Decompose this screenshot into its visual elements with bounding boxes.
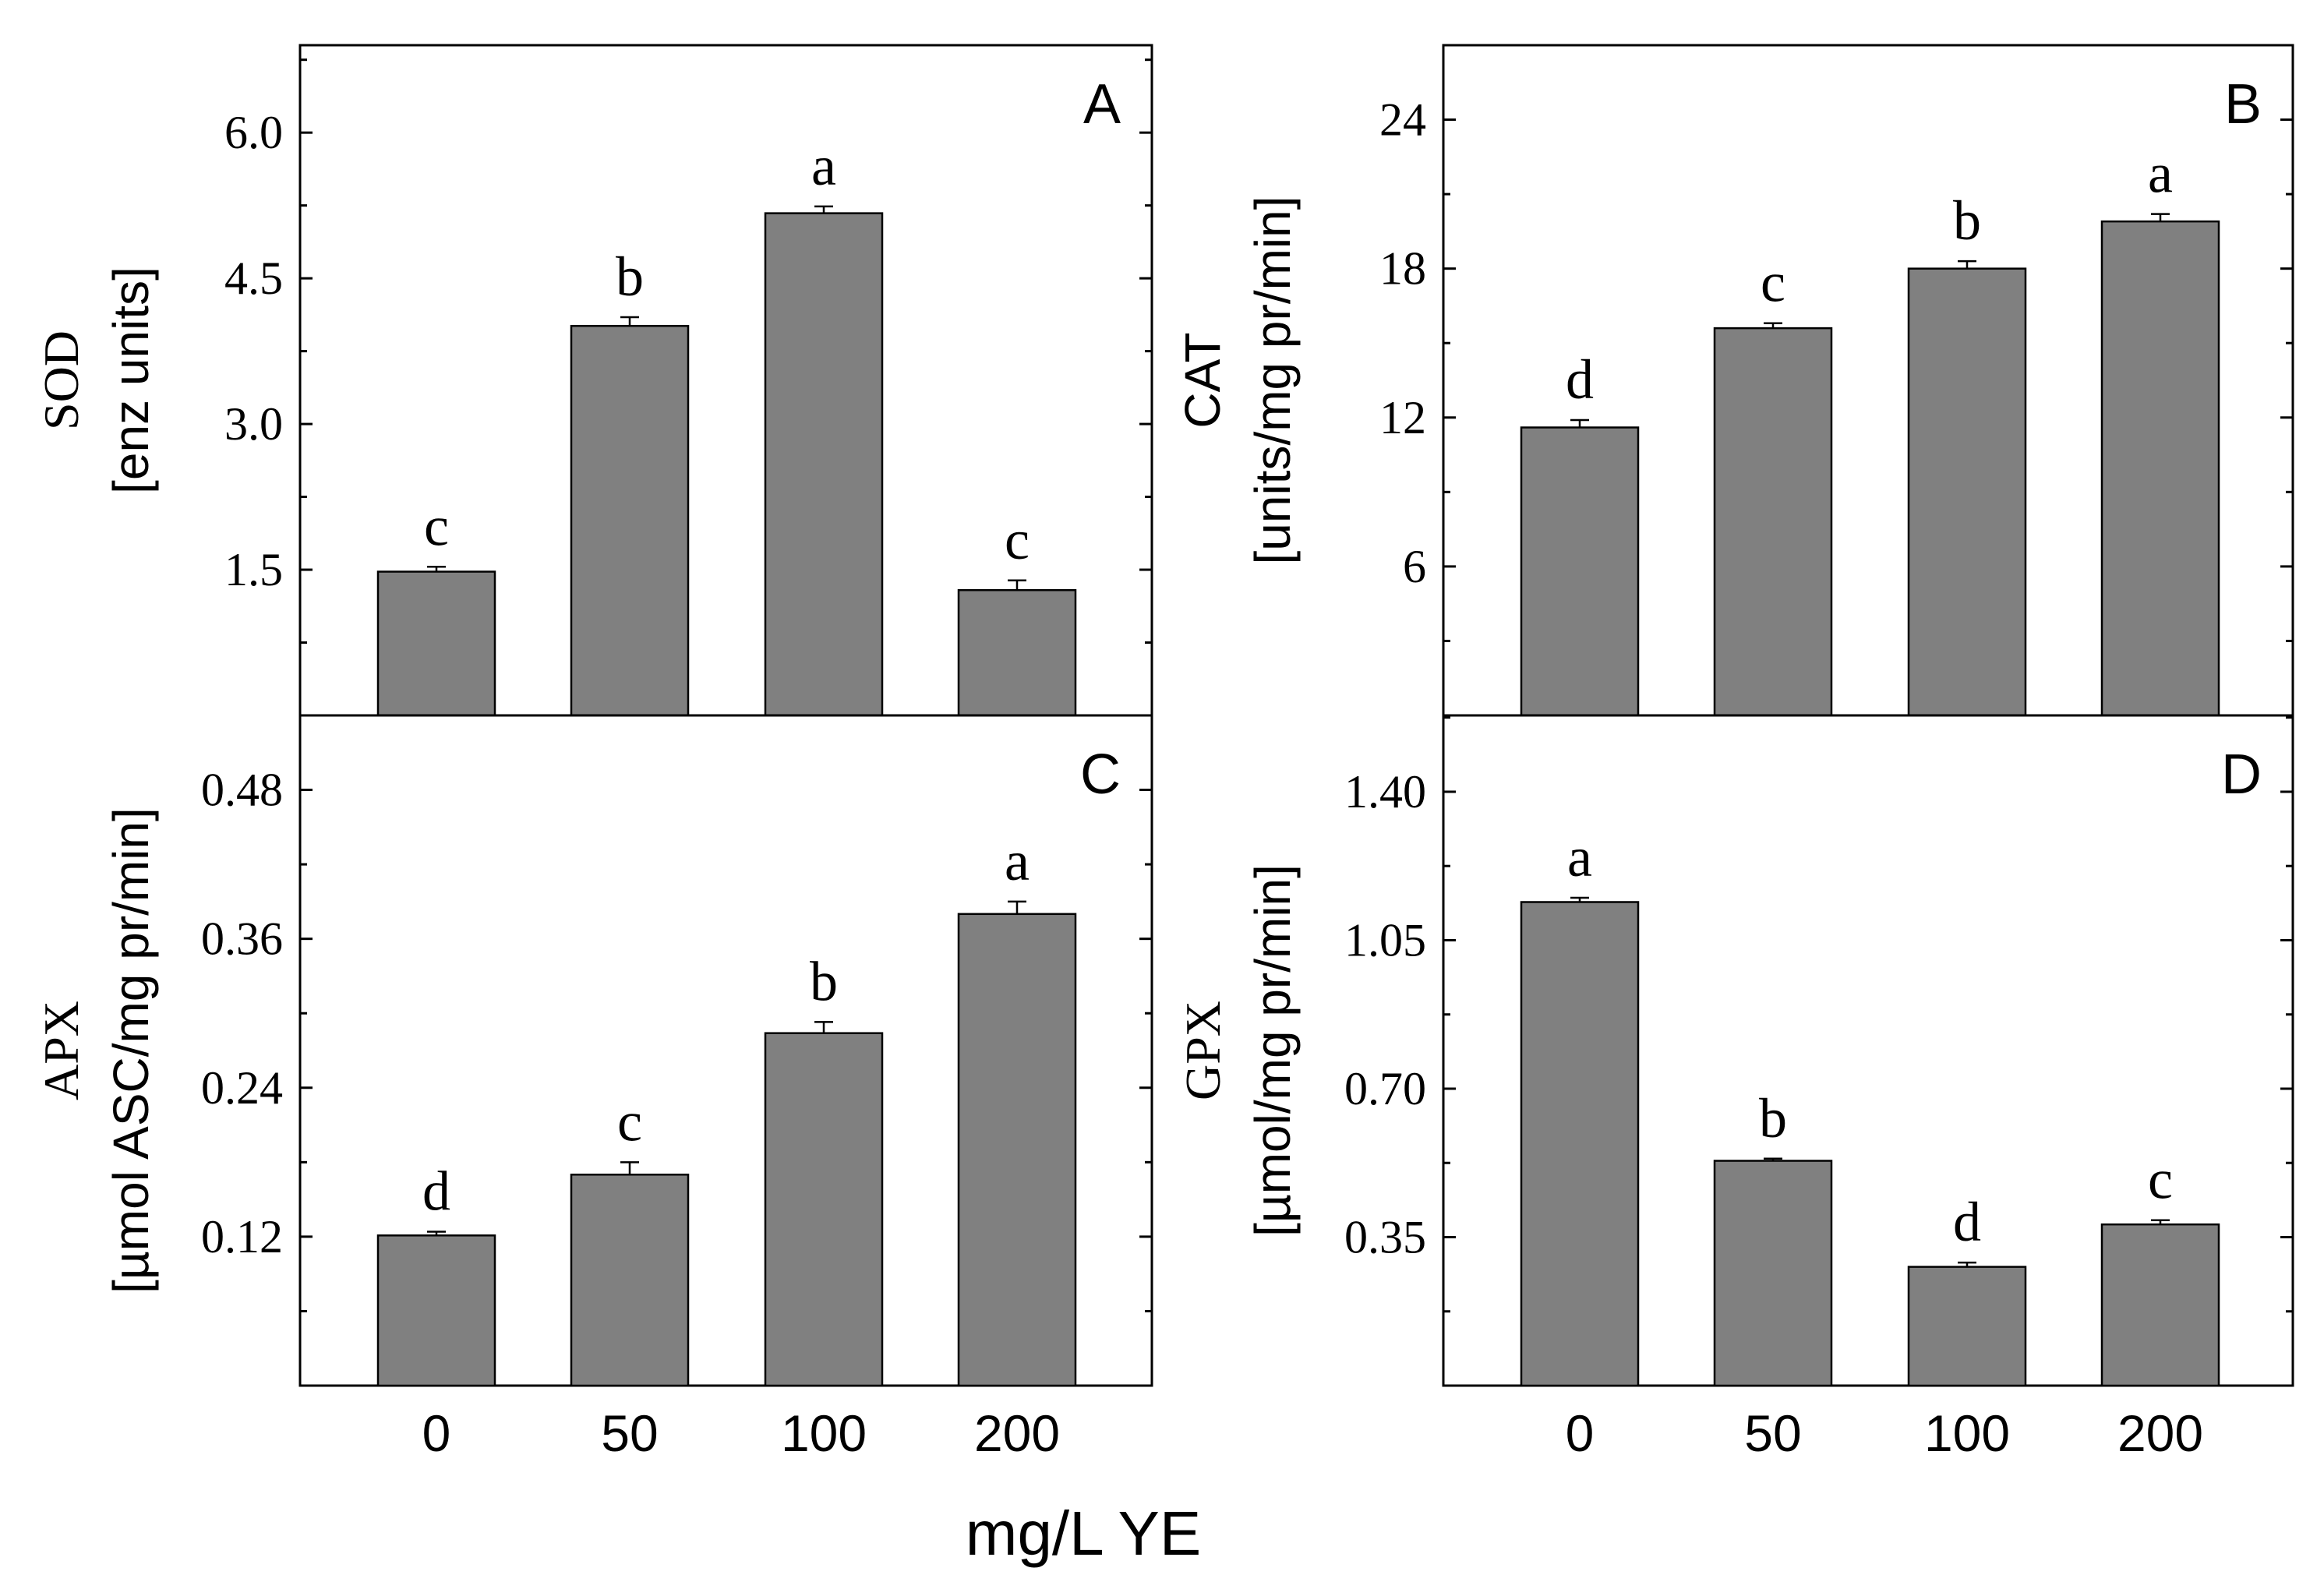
y-tick-label: 0.70	[1344, 1063, 1426, 1114]
significance-letter: b	[810, 950, 838, 1012]
y-axis-unit: [µmol/mg pr/min]	[1245, 864, 1301, 1237]
y-axis-title: APX	[34, 1001, 89, 1100]
y-axis-unit: [enz units]	[103, 267, 159, 494]
x-category-labels-left: 0 50 100 200	[422, 1404, 1060, 1462]
bar	[1520, 426, 1640, 717]
bar	[2100, 220, 2220, 717]
bar	[764, 212, 884, 717]
y-tick-label: 6	[1403, 541, 1426, 592]
significance-letter: d	[1953, 1191, 1981, 1253]
panel-letter: D	[2221, 743, 2262, 806]
x-tick-label: 0	[1566, 1404, 1595, 1462]
panel-letter: A	[1083, 73, 1121, 136]
y-axis-title: SOD	[34, 330, 89, 430]
significance-letter: d	[422, 1160, 450, 1223]
y-tick-label: 3.0	[224, 398, 283, 450]
y-axis-title: GPX	[1175, 1001, 1231, 1100]
significance-letter: c	[2148, 1149, 2173, 1211]
significance-letter: d	[1566, 348, 1594, 411]
panel-b: 6 12 18 24 d c b aB CAT [units/mg pr/min]	[1174, 44, 2294, 717]
significance-letter: c	[1005, 509, 1030, 571]
y-tick-label: 0.12	[201, 1211, 283, 1262]
y-tick-label: 0.36	[201, 913, 283, 965]
y-tick-label: 24	[1379, 94, 1426, 146]
bar	[376, 1234, 496, 1387]
bar	[1907, 267, 2027, 717]
x-tick-label: 50	[601, 1404, 658, 1462]
x-category-labels-right: 0 50 100 200	[1566, 1404, 2203, 1462]
bar	[570, 1174, 690, 1387]
x-tick-label: 200	[2117, 1404, 2203, 1462]
panel-letter: C	[1080, 743, 1121, 806]
significance-letter: c	[1761, 252, 1785, 314]
significance-letter: a	[2148, 143, 2173, 205]
y-tick-label: 4.5	[224, 252, 283, 304]
bar	[1713, 327, 1833, 717]
panel-a: 1.5 3.0 4.5 6.0 c b a c A SOD [enz units]	[34, 44, 1153, 717]
y-tick-label: 6.0	[224, 107, 283, 158]
bar	[1520, 901, 1640, 1387]
y-axis-unit: [µmol ASC/mg pr/min]	[103, 807, 159, 1294]
y-tick-label: 18	[1379, 243, 1426, 295]
bar	[570, 324, 690, 717]
y-tick-label: 12	[1379, 392, 1426, 443]
x-tick-label: 0	[422, 1404, 451, 1462]
x-tick-label: 50	[1744, 1404, 1801, 1462]
y-tick-label: 1.5	[224, 544, 283, 595]
y-tick-label: 0.48	[201, 765, 283, 816]
plot-frame	[1442, 714, 2294, 1387]
y-tick-label: 1.40	[1344, 766, 1426, 817]
bar	[957, 588, 1077, 717]
y-tick-label: 0.24	[201, 1062, 283, 1114]
panel-d: 0.35 0.70 1.05 1.40 a b d c D GPX [µmol/mg pr/min]	[1175, 714, 2294, 1387]
x-axis-title: mg/L YE	[966, 1499, 1201, 1568]
bar	[1713, 1160, 1833, 1387]
significance-letter: b	[1759, 1087, 1787, 1149]
plot-frame	[298, 714, 1153, 1387]
significance-letter: a	[811, 135, 836, 197]
significance-letter: c	[424, 495, 449, 557]
y-axis-unit: [units/mg pr/min]	[1245, 196, 1301, 564]
significance-letter: b	[1953, 189, 1981, 252]
bar	[764, 1032, 884, 1387]
bar	[376, 570, 496, 717]
y-tick-label: 0.35	[1344, 1211, 1426, 1262]
x-tick-label: 200	[974, 1404, 1060, 1462]
x-tick-label: 100	[1924, 1404, 2010, 1462]
bar	[2100, 1223, 2220, 1387]
bar	[1907, 1266, 2027, 1387]
significance-letter: b	[616, 245, 644, 308]
panel-c: 0.12 0.24 0.36 0.48 d c b aC APX [µmol ASC/mg pr/…	[34, 714, 1153, 1387]
panel-letter: B	[2224, 73, 2262, 136]
significance-letter: a	[1567, 826, 1592, 888]
x-tick-label: 100	[781, 1404, 867, 1462]
y-axis-title: CAT	[1174, 332, 1231, 428]
significance-letter: c	[617, 1090, 642, 1153]
significance-letter: a	[1005, 830, 1030, 892]
y-tick-label: 1.05	[1344, 914, 1426, 966]
bar	[957, 913, 1077, 1387]
